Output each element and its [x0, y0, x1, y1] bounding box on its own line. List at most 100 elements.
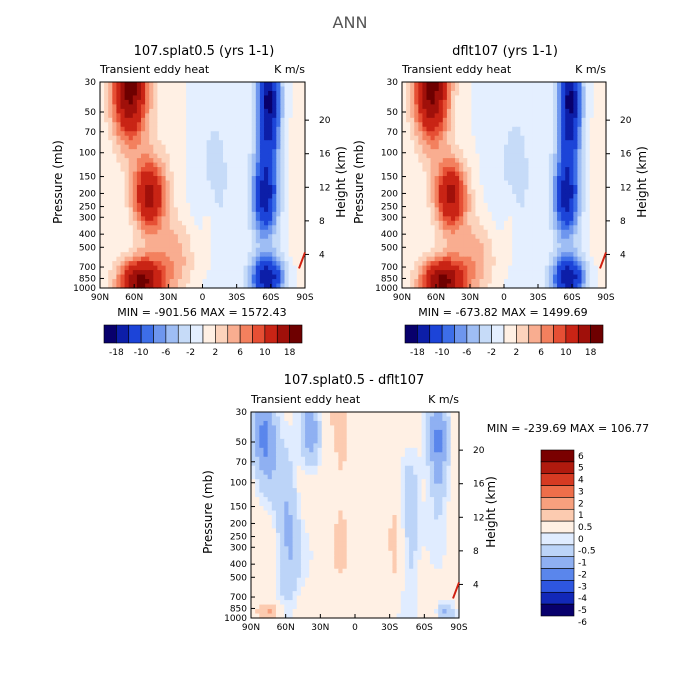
heatmap-cell	[280, 229, 286, 235]
heatmap-cell	[272, 90, 277, 97]
heatmap-cell	[540, 211, 546, 217]
heatmap-cell	[355, 420, 360, 427]
heatmap-cell	[597, 234, 603, 240]
heatmap-cell	[120, 189, 126, 195]
heatmap-cell	[173, 86, 179, 92]
heatmap-cell	[520, 270, 525, 276]
heatmap-cell	[512, 82, 517, 88]
heatmap-cell	[495, 131, 501, 137]
heatmap-cell	[406, 220, 411, 226]
heatmap-cell	[214, 171, 220, 177]
heatmap-cell	[491, 176, 497, 182]
heatmap-cell	[153, 180, 158, 186]
heatmap-cell	[520, 198, 525, 204]
heatmap-cell	[268, 126, 273, 132]
heatmap-cell	[227, 270, 232, 276]
heatmap-cell	[561, 126, 566, 132]
heatmap-cell	[442, 104, 448, 110]
heatmap-cell	[499, 153, 505, 159]
heatmap-cell	[573, 283, 579, 289]
heatmap-cell	[455, 122, 460, 128]
heatmap-cell	[292, 167, 298, 173]
heatmap-cell	[124, 234, 130, 240]
heatmap-cell	[251, 234, 257, 240]
heatmap-cell	[136, 135, 142, 141]
heatmap-cell	[190, 144, 195, 150]
heatmap-cell	[112, 104, 117, 110]
heatmap-cell	[442, 189, 448, 195]
heatmap-cell	[157, 162, 163, 168]
heatmap-cell	[520, 86, 525, 92]
heatmap-cell	[508, 234, 513, 240]
heatmap-cell	[532, 207, 538, 213]
heatmap-cell	[202, 243, 208, 249]
heatmap-cell	[128, 283, 134, 289]
heatmap-cell	[561, 220, 566, 226]
heatmap-cell	[463, 270, 468, 276]
heatmap-cell	[157, 220, 163, 226]
heatmap-cell	[536, 167, 542, 173]
heatmap-cell	[214, 234, 220, 240]
heatmap-cell	[141, 216, 146, 222]
heatmap-cell	[536, 144, 542, 150]
heatmap-cell	[577, 283, 583, 289]
heatmap-cell	[471, 99, 477, 105]
heatmap-cell	[227, 162, 232, 168]
heatmap-cell	[182, 211, 187, 217]
heatmap-cell	[165, 216, 171, 222]
height-tick-label: 12	[620, 183, 631, 193]
heatmap-cell	[157, 207, 163, 213]
heatmap-cell	[455, 167, 460, 173]
heatmap-cell	[597, 211, 603, 217]
heatmap-cell	[459, 126, 464, 132]
heatmap-cell	[495, 185, 501, 191]
heatmap-cell	[528, 176, 534, 182]
heatmap-cell	[434, 140, 440, 146]
heatmap-cell	[450, 279, 456, 285]
heatmap-cell	[504, 193, 509, 200]
heatmap-cell	[120, 180, 126, 186]
heatmap-cell	[499, 252, 505, 258]
heatmap-cell	[280, 416, 285, 422]
heatmap-cell	[206, 95, 212, 101]
heatmap-cell	[259, 158, 265, 164]
heatmap-cell	[259, 247, 265, 253]
heatmap-cell	[446, 99, 452, 105]
heatmap-cell	[145, 247, 150, 253]
heatmap-cell	[516, 99, 521, 105]
heatmap-cell	[463, 216, 468, 222]
heatmap-cell	[601, 207, 607, 213]
heatmap-cell	[157, 279, 163, 285]
heatmap-cell	[544, 274, 550, 280]
heatmap-cell	[186, 144, 191, 150]
heatmap-cell	[136, 176, 142, 182]
heatmap-cell	[601, 225, 607, 231]
heatmap-cell	[120, 117, 126, 123]
heatmap-cell	[198, 86, 204, 92]
heatmap-cell	[479, 229, 485, 235]
heatmap-cell	[508, 283, 513, 289]
heatmap-cell	[268, 274, 273, 280]
heatmap-cell	[479, 176, 485, 182]
heatmap-cell	[438, 144, 444, 150]
heatmap-cell	[499, 176, 505, 182]
heatmap-cell	[251, 149, 257, 155]
heatmap-cell	[557, 90, 562, 97]
heatmap-cell	[223, 171, 228, 177]
heatmap-cell	[520, 126, 525, 132]
heatmap-cell	[561, 247, 566, 253]
heatmap-cell	[202, 108, 208, 114]
heatmap-cell	[186, 198, 191, 204]
heatmap-cell	[255, 126, 261, 132]
height-tick-label: 20	[319, 116, 331, 126]
y-tick-label: 500	[381, 243, 398, 253]
heatmap-cell	[198, 180, 204, 186]
heatmap-cell	[243, 238, 249, 244]
heatmap-cell	[414, 225, 419, 231]
heatmap-cell	[557, 202, 562, 208]
heatmap-cell	[190, 247, 195, 253]
heatmap-cell	[206, 162, 212, 168]
heatmap-cell	[288, 229, 294, 235]
heatmap-cell	[499, 171, 505, 177]
heatmap-cell	[223, 238, 228, 244]
